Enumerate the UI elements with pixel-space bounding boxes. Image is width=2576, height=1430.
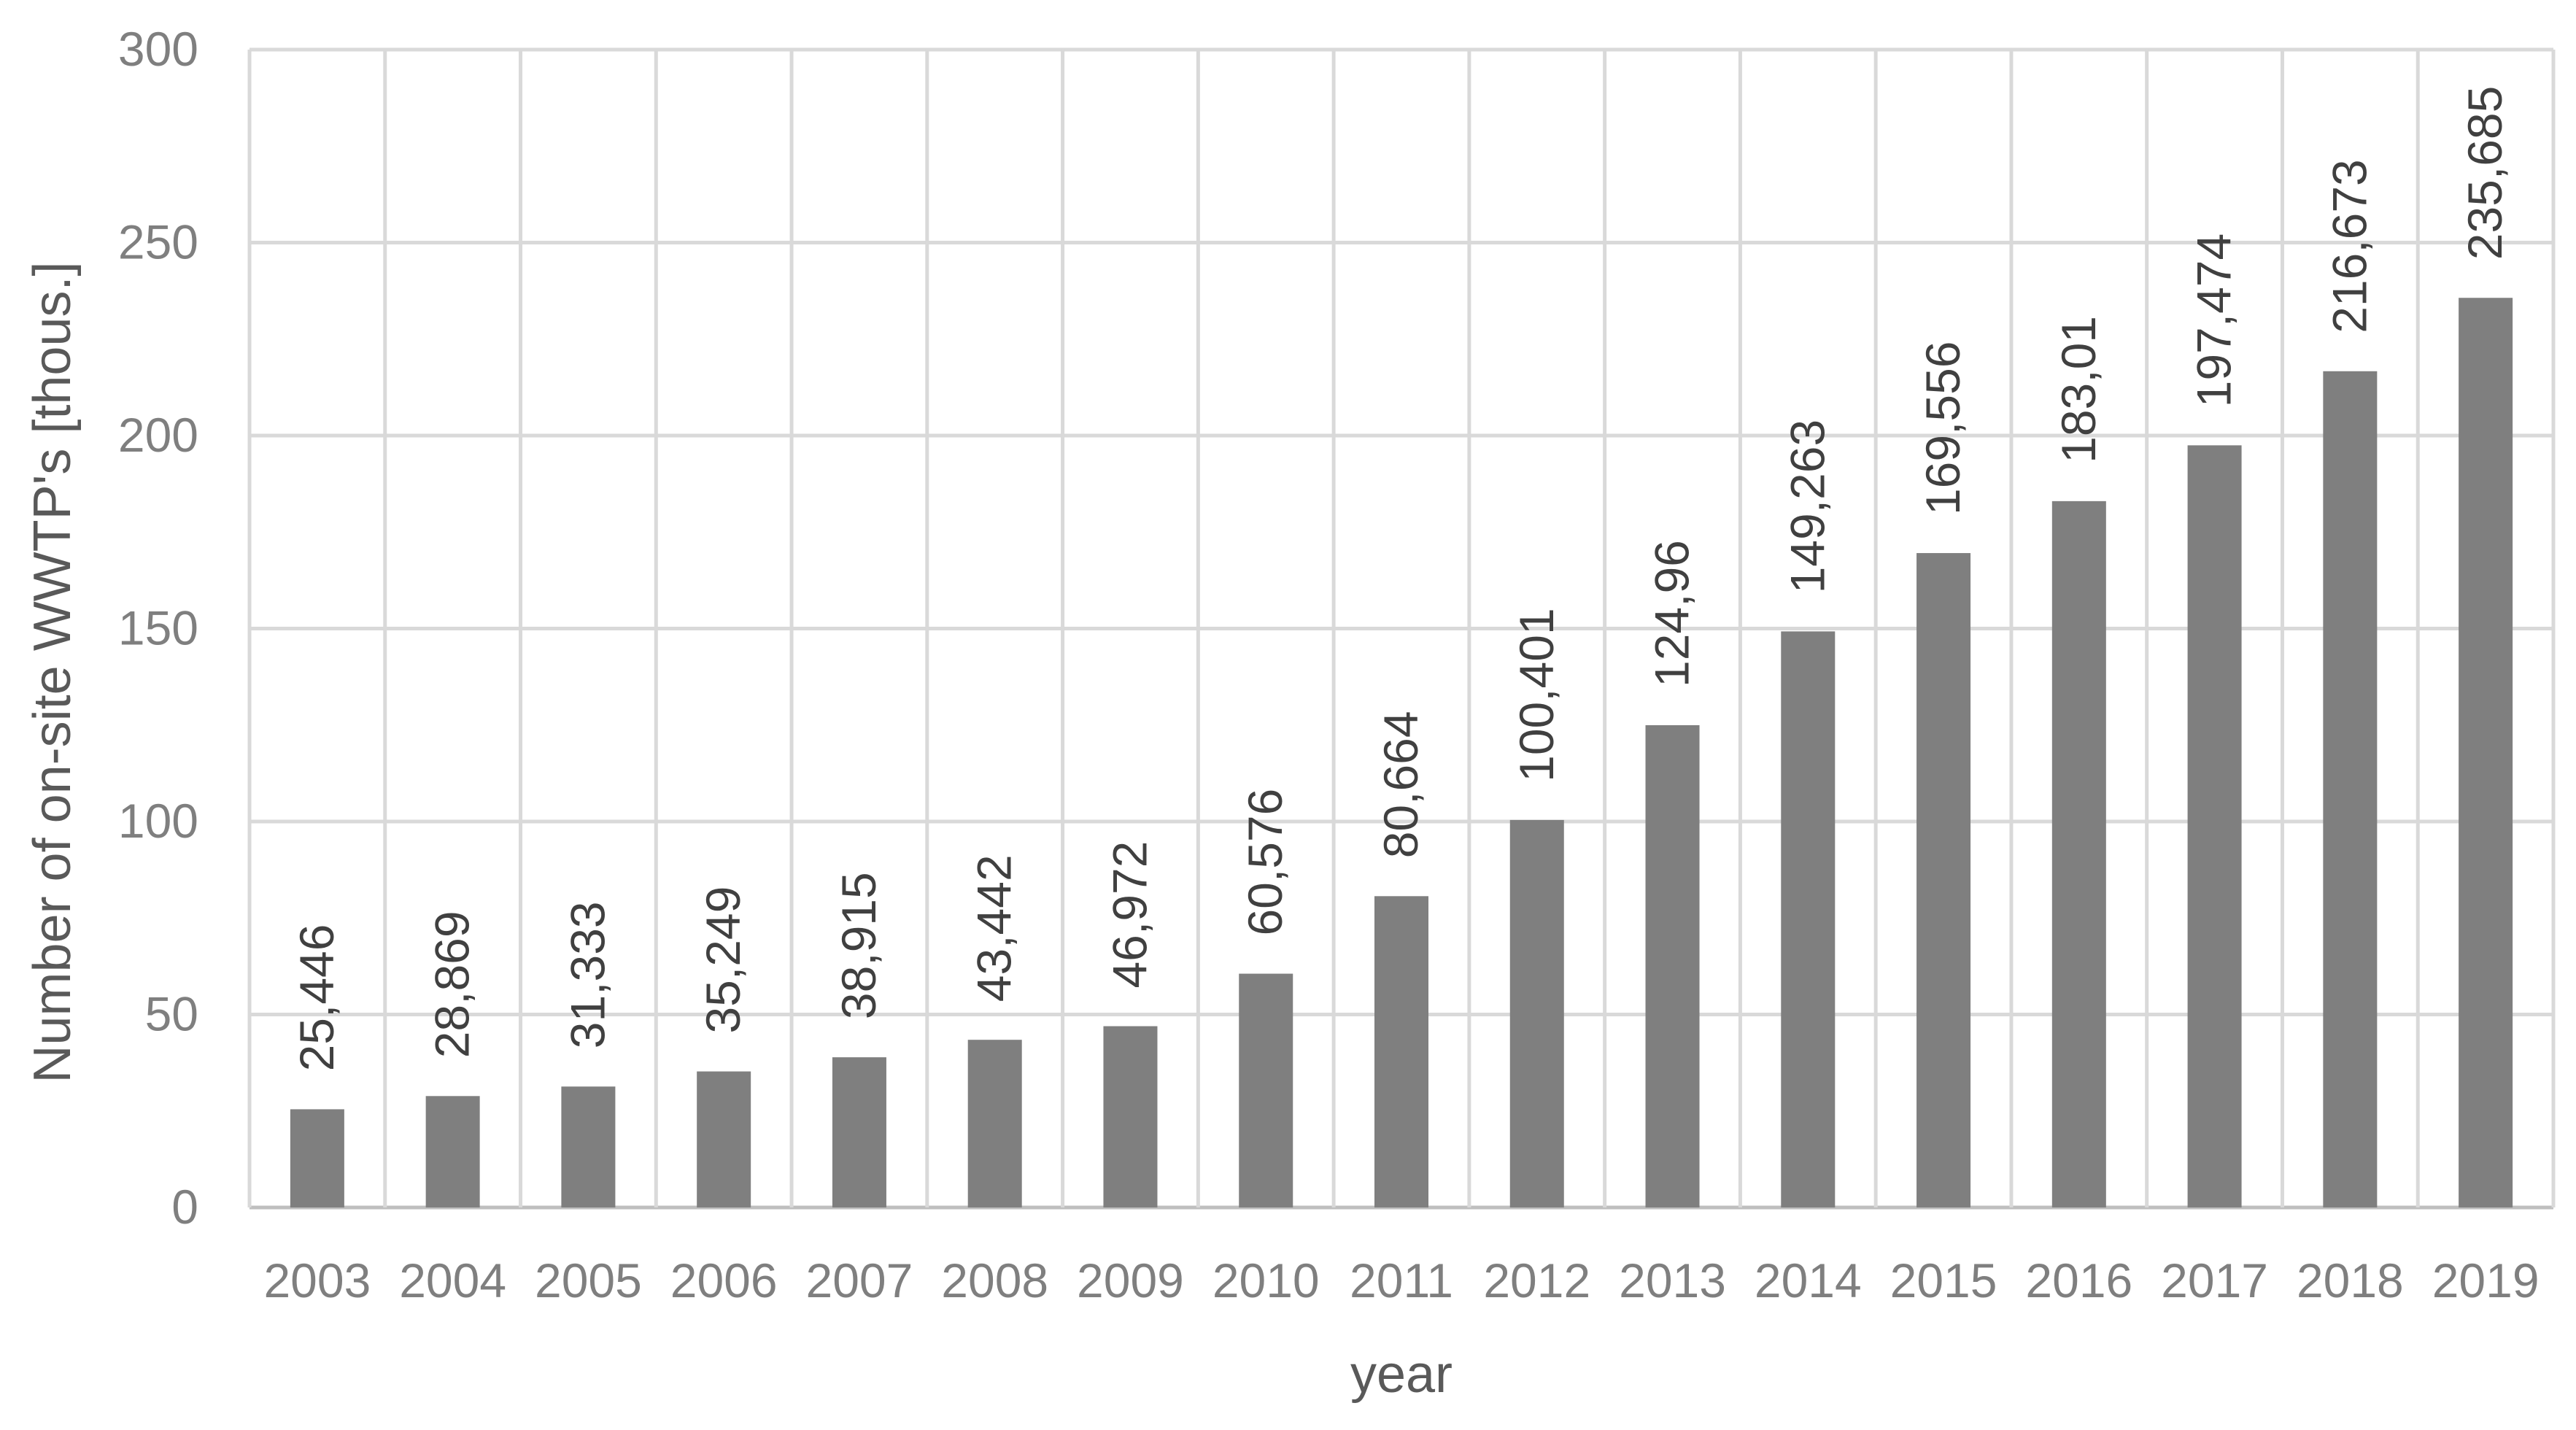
bar xyxy=(290,1109,344,1207)
data-label: 38,915 xyxy=(832,872,886,1019)
x-tick-label: 2010 xyxy=(1212,1253,1320,1307)
y-tick-label: 300 xyxy=(118,22,198,76)
data-label: 235,685 xyxy=(2458,86,2512,260)
data-labels: 25,446 28,869 31,333 35,249 38,915 43,442 46,9… xyxy=(290,86,2512,1072)
x-axis-title: year xyxy=(1350,1345,1453,1404)
bar xyxy=(2323,371,2378,1208)
y-tick-label: 100 xyxy=(118,794,198,848)
bar xyxy=(697,1071,751,1207)
data-label: 124,96 xyxy=(1645,540,1699,687)
data-label: 80,664 xyxy=(1374,711,1428,858)
bar xyxy=(2459,298,2513,1208)
data-label: 25,446 xyxy=(290,924,344,1072)
x-tick-label: 2017 xyxy=(2161,1253,2268,1307)
bar xyxy=(967,1040,1022,1207)
data-label: 216,673 xyxy=(2322,159,2376,333)
data-label: 100,401 xyxy=(1509,608,1563,782)
data-label: 149,263 xyxy=(1780,420,1834,594)
data-label: 43,442 xyxy=(967,854,1021,1002)
x-tick-label: 2012 xyxy=(1483,1253,1590,1307)
data-label: 46,972 xyxy=(1102,841,1156,989)
x-tick-label: 2004 xyxy=(399,1253,506,1307)
x-tick-label: 2015 xyxy=(1890,1253,1997,1307)
data-label: 28,869 xyxy=(425,911,479,1058)
x-tick-label: 2007 xyxy=(806,1253,913,1307)
y-tick-label: 200 xyxy=(118,408,198,462)
data-label: 197,474 xyxy=(2187,233,2241,408)
bar xyxy=(1916,553,1971,1207)
data-label: 31,333 xyxy=(560,901,614,1048)
x-tick-label: 2005 xyxy=(535,1253,642,1307)
bar xyxy=(1103,1026,1158,1207)
x-axis-ticks: 2003 2004 2005 2006 2007 2008 2009 2010 2011 2012… xyxy=(263,1253,2539,1307)
bars xyxy=(290,298,2513,1208)
x-tick-label: 2008 xyxy=(941,1253,1048,1307)
y-tick-label: 0 xyxy=(171,1180,198,1234)
x-tick-label: 2018 xyxy=(2297,1253,2404,1307)
x-tick-label: 2003 xyxy=(263,1253,371,1307)
y-axis-title: Number of on-site WWTP's [thous.] xyxy=(23,261,82,1083)
x-tick-label: 2009 xyxy=(1077,1253,1184,1307)
gridlines xyxy=(247,47,2556,1210)
bar xyxy=(2051,500,2106,1207)
y-tick-label: 150 xyxy=(118,601,198,655)
bar xyxy=(1374,896,1428,1207)
x-tick-label: 2019 xyxy=(2432,1253,2540,1307)
data-label: 169,556 xyxy=(1916,341,1970,515)
data-label: 183,01 xyxy=(2051,316,2105,463)
bar xyxy=(832,1057,886,1207)
x-tick-label: 2013 xyxy=(1619,1253,1726,1307)
data-label: 35,249 xyxy=(696,886,750,1034)
x-tick-label: 2011 xyxy=(1350,1253,1453,1307)
bar xyxy=(425,1096,480,1207)
bar xyxy=(1781,631,1836,1207)
bar xyxy=(1509,819,1564,1207)
bar xyxy=(1239,973,1293,1207)
bar xyxy=(2187,445,2242,1207)
y-axis-ticks: 0 50 100 150 200 250 300 xyxy=(118,22,198,1234)
x-tick-label: 2016 xyxy=(2025,1253,2132,1307)
bar xyxy=(1645,724,1700,1207)
x-tick-label: 2014 xyxy=(1755,1253,1862,1307)
bar xyxy=(561,1086,616,1207)
data-label: 60,576 xyxy=(1238,789,1292,936)
x-tick-label: 2006 xyxy=(670,1253,778,1307)
y-tick-label: 250 xyxy=(118,215,198,269)
y-tick-label: 50 xyxy=(145,987,198,1041)
